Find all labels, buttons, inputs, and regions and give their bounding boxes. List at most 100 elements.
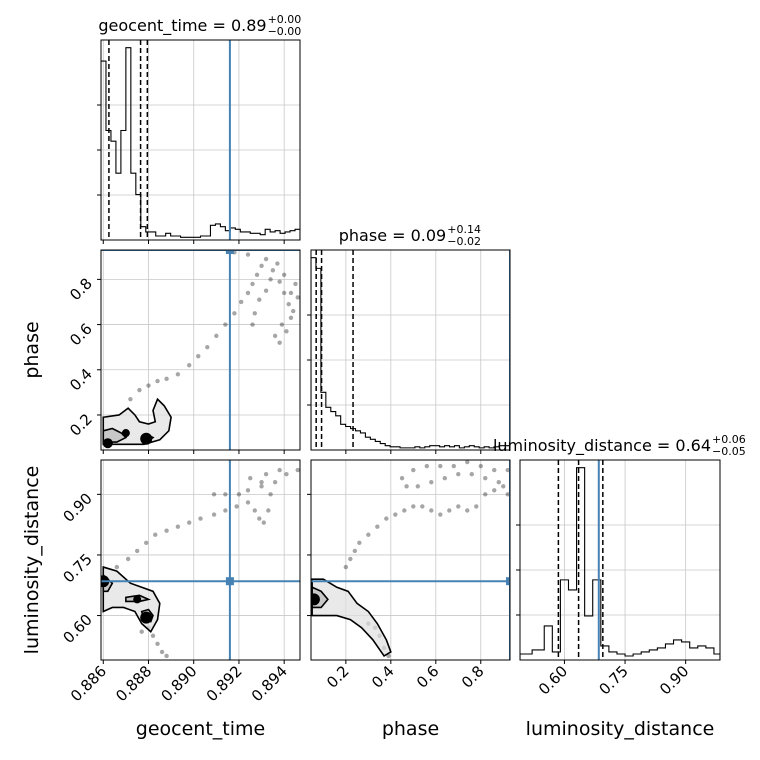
sample-point xyxy=(352,548,358,554)
sample-point xyxy=(272,480,278,485)
title-text: geocent_time = 0.89 xyxy=(98,16,266,36)
sample-point xyxy=(404,484,409,489)
sample-point xyxy=(295,467,300,473)
sample-point xyxy=(245,290,251,296)
sample-point xyxy=(232,311,237,316)
sample-point xyxy=(186,363,192,368)
sample-point xyxy=(268,492,273,497)
panel-frame xyxy=(100,459,301,661)
sample-point xyxy=(159,649,165,655)
sample-point xyxy=(270,268,276,273)
sample-point xyxy=(424,463,430,469)
sample-point xyxy=(483,475,488,481)
y-tick-label: 0.8 xyxy=(66,274,96,304)
sample-point xyxy=(234,504,239,509)
sample-point xyxy=(474,504,479,509)
histogram-geocent_time xyxy=(101,47,300,240)
sample-point xyxy=(386,653,391,659)
title-luminosity_distance: luminosity_distance = 0.64 +0.06−0.05 xyxy=(493,433,746,458)
sample-point xyxy=(164,528,169,533)
x-tick-label: 0.4 xyxy=(368,662,398,692)
sample-point xyxy=(277,340,282,345)
scatter-panel-phase-vs-luminosity_distance xyxy=(307,459,511,664)
sample-point xyxy=(239,299,244,305)
sample-point xyxy=(496,480,501,485)
x-axis-label-geocent_time: geocent_time xyxy=(136,718,265,740)
sample-point xyxy=(366,532,371,537)
sample-point xyxy=(288,290,294,296)
sample-point xyxy=(250,322,255,327)
sample-point xyxy=(175,524,181,529)
sample-point xyxy=(286,302,291,307)
sample-point xyxy=(198,516,203,521)
sample-point xyxy=(211,512,217,517)
sample-point xyxy=(186,520,192,525)
panel-frame xyxy=(519,459,721,661)
sample-point xyxy=(429,480,434,485)
sample-point xyxy=(420,504,425,509)
sample-point xyxy=(288,315,294,320)
sample-point xyxy=(343,564,349,570)
sample-point xyxy=(438,463,443,469)
sample-point xyxy=(196,354,201,359)
sample-point xyxy=(146,383,151,388)
sample-point xyxy=(277,467,282,473)
sample-point xyxy=(442,475,447,481)
panel-frame xyxy=(310,459,511,661)
sample-point xyxy=(438,512,443,517)
x-tick-label: 0.892 xyxy=(203,662,246,705)
x-tick-label: 0.8 xyxy=(458,662,488,692)
sample-point xyxy=(465,508,470,513)
sample-point xyxy=(483,492,488,497)
sample-point xyxy=(505,492,510,497)
sample-point xyxy=(272,333,278,339)
sample-point xyxy=(478,463,483,469)
sample-point xyxy=(505,467,510,473)
x-tick-label: 0.888 xyxy=(112,662,155,705)
x-axis-label-phase: phase xyxy=(382,718,439,740)
sample-point xyxy=(137,387,142,393)
title-lower-error: −0.02 xyxy=(447,235,481,248)
sample-point xyxy=(469,471,474,477)
sample-point xyxy=(393,512,398,517)
sample-point xyxy=(150,633,156,638)
sample-point xyxy=(399,475,405,481)
sample-point xyxy=(236,492,242,497)
truth-marker xyxy=(225,250,234,254)
sample-point xyxy=(250,281,255,287)
histogram-luminosity_distance xyxy=(520,467,720,660)
panel-frame xyxy=(100,249,301,451)
sample-point xyxy=(125,556,131,562)
x-tick-label: 0.60 xyxy=(535,662,571,698)
title-upper-error: +0.00 xyxy=(268,13,302,26)
density-peak xyxy=(133,595,142,604)
sample-point xyxy=(223,322,228,327)
scatter-panel-geocent_time-vs-luminosity_distance xyxy=(97,459,301,664)
sample-point xyxy=(211,492,217,497)
x-tick-label: 0.2 xyxy=(323,662,353,692)
y-tick-label: 0.2 xyxy=(66,410,96,440)
x-axis-label-luminosity_distance: luminosity_distance xyxy=(526,718,715,740)
sample-point xyxy=(153,532,158,537)
sample-point xyxy=(357,540,362,546)
sample-point xyxy=(245,252,251,257)
sample-point xyxy=(465,460,470,465)
title-phase: phase = 0.09 +0.14−0.02 xyxy=(339,223,481,248)
title-upper-error: +0.14 xyxy=(447,223,481,236)
density-contour xyxy=(311,578,392,658)
sample-point xyxy=(268,277,273,282)
sample-point xyxy=(155,378,160,384)
sample-point xyxy=(411,504,416,509)
sample-point xyxy=(139,629,144,634)
hist-panel-geocent_time xyxy=(97,39,301,244)
sample-point xyxy=(128,396,133,402)
sample-point xyxy=(223,492,228,497)
panel-frame xyxy=(100,39,301,241)
sample-point xyxy=(164,376,169,382)
sample-point xyxy=(492,467,497,473)
sample-point xyxy=(144,540,149,546)
sample-point xyxy=(263,288,269,293)
sample-point xyxy=(134,548,140,554)
sample-point xyxy=(501,484,506,489)
